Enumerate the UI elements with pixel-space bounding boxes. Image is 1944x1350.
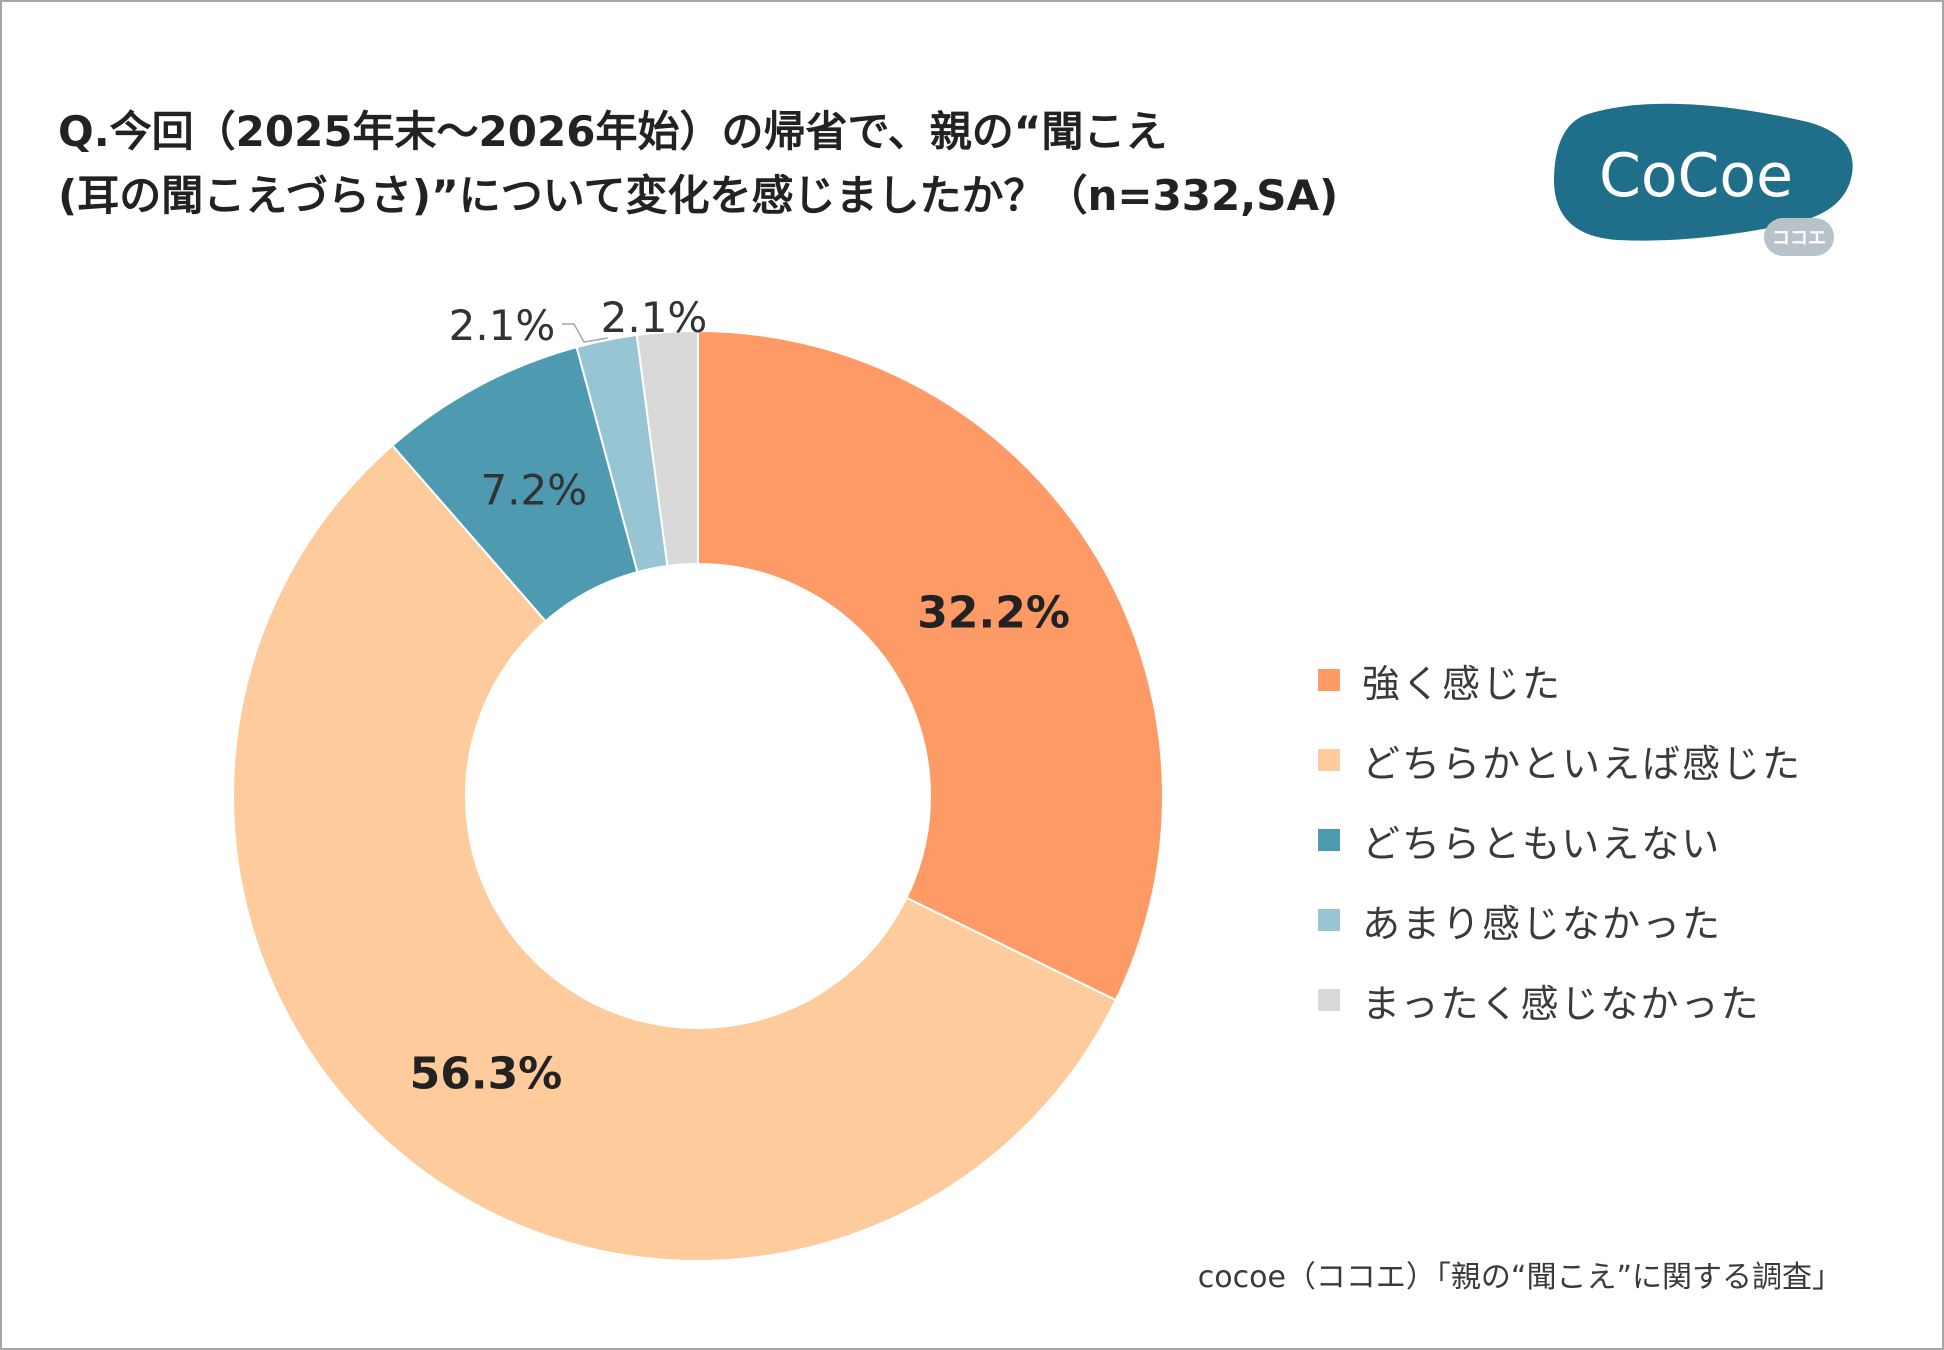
legend-swatch-1 [1318,669,1340,691]
logo-subtext: ココエ [1772,228,1826,249]
value-label-3: 7.2% [480,466,587,515]
leader-line-slice-4 [562,323,608,343]
chart-title: Q.今回（2025年末～2026年始）の帰省で、親の“聞こえ (耳の聞こえづらさ… [58,100,1518,228]
value-label-4: 2.1% [449,301,556,350]
legend-swatch-3 [1318,829,1340,851]
chart-title-line-1: Q.今回（2025年末～2026年始）の帰省で、親の“聞こえ [58,107,1168,156]
legend-swatch-2 [1318,749,1340,771]
value-label-1: 32.2% [917,587,1070,638]
legend-item-5: まったく感じなかった [1318,960,1802,1040]
legend-item-1: 強く感じた [1318,640,1802,720]
logo-text: CoCoe [1599,141,1793,211]
donut-slice-2 [232,444,1118,1263]
legend-label-2: どちらかといえば感じた [1362,741,1803,786]
donut-slice-1 [697,329,1164,1002]
value-label-5: 2.1% [601,293,708,342]
legend-item-3: どちらともいえない [1318,800,1802,880]
legend-label-3: どちらともいえない [1362,821,1722,866]
legend-item-4: あまり感じなかった [1318,880,1802,960]
logo-badge [1553,103,1853,241]
legend-label-1: 強く感じた [1362,661,1563,706]
chart-title-line-2: (耳の聞こえづらさ)”について変化を感じましたか？（n=332,SA) [58,171,1339,220]
cocoe-logo: CoCoe ココエ [1553,103,1853,256]
source-note: cocoe（ココエ）「親の“聞こえ”に関する調査」 [1197,1260,1842,1295]
value-label-2: 56.3% [410,1049,563,1100]
logo-sub-pill [1764,218,1834,256]
legend-label-4: あまり感じなかった [1362,901,1723,946]
legend-label-5: まったく感じなかった [1362,981,1761,1026]
legend-swatch-4 [1318,909,1340,931]
chart-legend: 強く感じたどちらかといえば感じた どちらともいえない あまり感じなかった まったく感じ… [1318,640,1802,1040]
legend-item-2: どちらかといえば感じた [1318,720,1802,800]
legend-swatch-5 [1318,989,1340,1011]
donut-slice-5 [635,329,699,568]
